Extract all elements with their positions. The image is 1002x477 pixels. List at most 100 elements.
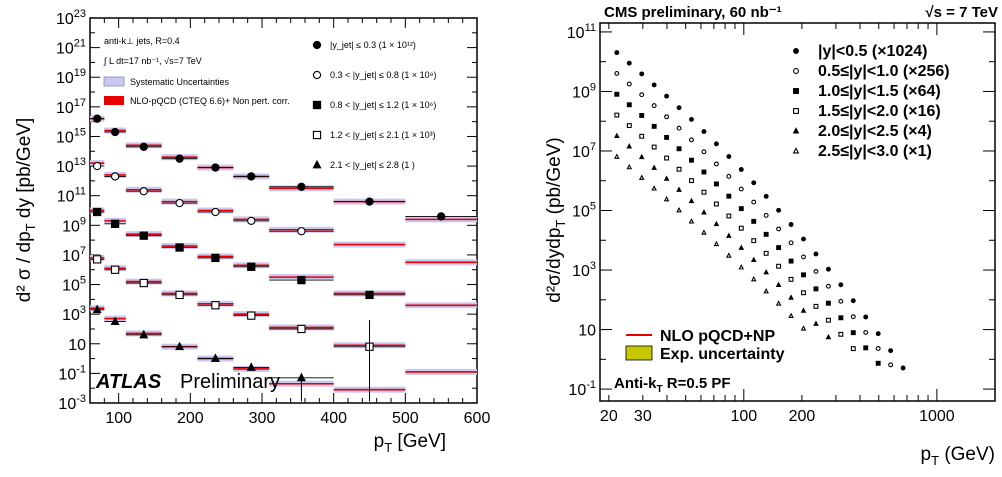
legend-marker [792, 147, 800, 154]
data-point [689, 178, 694, 184]
data-point [701, 169, 707, 175]
data-point [139, 278, 148, 288]
data-point [825, 266, 831, 272]
y-tick-label: 1019 [56, 67, 86, 87]
data-point [738, 264, 745, 270]
cms-data [614, 50, 906, 371]
data-point [626, 143, 633, 149]
data-point [676, 166, 682, 172]
cms-ticks [600, 23, 996, 401]
data-point [139, 142, 148, 151]
data-point [751, 218, 757, 224]
data-point [664, 134, 670, 140]
data-point [801, 254, 806, 260]
data-point [813, 303, 819, 309]
band-legend-swatch [625, 345, 653, 361]
x-tick-label: 30 [634, 408, 652, 425]
data-point [175, 198, 184, 208]
data-point [850, 346, 856, 352]
data-point [838, 298, 844, 304]
y-tick-label: 10 [578, 323, 596, 340]
cms-x-axis-label: pT (GeV) [921, 444, 995, 468]
y-tick-label: 10-1 [568, 379, 596, 399]
data-point [726, 154, 732, 159]
data-point [638, 153, 645, 160]
legend-label: |y_jet| ≤ 0.3 (1 × 10¹²) [330, 40, 416, 50]
data-point [875, 346, 881, 351]
data-point [614, 153, 620, 159]
legend-marker [312, 70, 322, 80]
data-point [813, 268, 819, 274]
data-point [775, 300, 782, 306]
data-point [639, 71, 645, 77]
data-point [713, 201, 719, 207]
legend-label: 0.5≤|y|<1.0 (×256) [818, 63, 950, 80]
y-tick-label: 1021 [56, 38, 86, 58]
y-tick-label: 10 [68, 337, 86, 354]
data-point [775, 281, 782, 287]
data-point [713, 220, 720, 227]
data-point [701, 189, 707, 195]
y-tick-label: 105 [62, 275, 86, 295]
data-point [664, 93, 670, 99]
data-point [738, 225, 744, 231]
systematic-band-swatch [103, 76, 125, 87]
legend-label: 2.1 < |y_jet| ≤ 2.8 (1 ) [330, 160, 415, 170]
atlas-x-axis-label: pT [GeV] [374, 431, 446, 455]
data-point [763, 269, 769, 275]
data-point [139, 187, 148, 196]
legend-marker [312, 130, 322, 140]
y-tick-label: 1011 [57, 186, 86, 206]
data-point [701, 209, 707, 215]
data-point [211, 301, 220, 310]
legend-label: 2.0≤|y|<2.5 (×4) [818, 123, 932, 140]
data-point [750, 256, 757, 263]
cms-y-axis-label: d²σ/dydpT (pb/GeV) [544, 137, 568, 302]
y-tick-label: 1011 [567, 22, 596, 42]
data-point [639, 92, 645, 98]
data-point [875, 331, 881, 337]
y-tick-label: 107 [572, 141, 596, 161]
data-point [175, 341, 185, 351]
data-point [175, 290, 184, 300]
theory-legend-label: NLO-pQCD (CTEQ 6.6)+ Non pert. corr. [130, 96, 290, 106]
atlas-info-line-1: anti-k⊥ jets, R=0.4 [104, 36, 180, 46]
y-tick-label: 103 [62, 304, 86, 324]
data-point [614, 112, 620, 118]
data-point [713, 181, 719, 187]
data-point [838, 331, 844, 337]
band-legend-label: Exp. uncertainty [660, 346, 785, 363]
data-point [246, 362, 256, 371]
legend-marker [793, 48, 799, 54]
atlas-series-legend: |y_jet| ≤ 0.3 (1 × 10¹²) 0.3 < |y_jet| ≤ … [312, 40, 437, 170]
data-point [763, 288, 769, 294]
data-point [850, 314, 856, 320]
data-point [676, 146, 682, 152]
data-point [211, 163, 220, 172]
data-point [651, 185, 657, 191]
data-point [689, 137, 694, 143]
data-point [676, 105, 682, 111]
data-point [701, 229, 707, 235]
x-tick-label: 600 [464, 410, 491, 427]
systematic-legend-label: Systematic Uncertainties [130, 77, 230, 87]
atlas-y-axis-label: d² σ / dpT dy [pb/GeV] [14, 118, 38, 302]
legend-label: 1.0≤|y|<1.5 (×64) [818, 83, 941, 100]
atlas-ticks [89, 17, 478, 404]
y-tick-label: 1023 [56, 8, 86, 28]
legend-label: 0.3 < |y_jet| ≤ 0.8 (1 × 10⁹) [330, 70, 437, 80]
data-point [726, 232, 732, 238]
x-tick-label: 500 [392, 410, 419, 427]
data-point [651, 82, 657, 88]
y-tick-label: 105 [572, 201, 596, 221]
data-point [110, 316, 120, 325]
data-point [813, 320, 819, 326]
y-tick-label: 10-1 [58, 363, 86, 383]
data-point [788, 294, 794, 300]
data-point [664, 114, 670, 120]
data-point [626, 60, 632, 66]
data-point [888, 362, 894, 368]
data-point [788, 312, 794, 319]
cms-frame [599, 22, 996, 402]
data-point [614, 91, 620, 97]
